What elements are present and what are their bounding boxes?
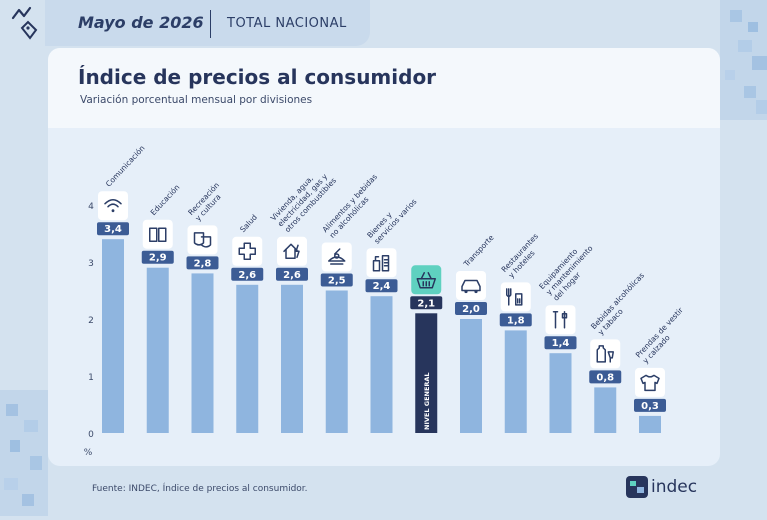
bottle-icon <box>596 345 614 363</box>
bar <box>460 319 482 433</box>
value-label-bg <box>410 296 443 310</box>
category-label: Comunicación <box>104 143 147 188</box>
bar <box>325 290 348 433</box>
header-bar <box>45 0 370 46</box>
value-label: 2,1 <box>417 298 435 309</box>
y-axis-unit: % <box>84 448 93 458</box>
value-label-bg <box>544 336 577 350</box>
value-label: 2,8 <box>194 258 212 269</box>
shirt-icon <box>640 374 660 392</box>
y-tick-label: 2 <box>88 316 94 326</box>
value-label-bg <box>141 250 174 264</box>
bar <box>370 296 393 433</box>
y-tick-label: 1 <box>88 373 94 383</box>
y-tick-label: 0 <box>88 430 94 440</box>
basket-icon <box>416 272 436 289</box>
icon-box <box>366 248 397 278</box>
icon-box <box>187 225 218 255</box>
header-scope: TOTAL NACIONAL <box>227 16 347 31</box>
value-label-bg <box>97 222 129 236</box>
value-label: 3,4 <box>104 224 122 235</box>
bar <box>102 239 124 433</box>
cross-icon <box>238 242 256 261</box>
value-label-bg <box>455 302 487 315</box>
value-label: 2,9 <box>149 253 167 264</box>
tools-icon <box>552 310 568 329</box>
icon-box <box>232 236 263 266</box>
category-label: NIVEL GENERAL <box>423 372 431 430</box>
icon-box <box>277 236 307 266</box>
value-label-bg <box>276 267 308 281</box>
restaurant-icon <box>506 288 523 306</box>
category-label: Educación <box>149 183 182 217</box>
value-label: 0,3 <box>641 401 659 412</box>
icon-box <box>98 191 128 221</box>
icon-box <box>635 367 665 397</box>
chart-title: Índice de precios al consumidor <box>78 65 437 89</box>
value-label: 2,6 <box>283 270 301 281</box>
food-icon <box>328 248 346 265</box>
icon-box <box>456 271 486 300</box>
category-label: Transporte <box>461 233 496 269</box>
category-label: Bebidas alcohólicas <box>589 271 646 331</box>
icon-box <box>142 219 173 249</box>
y-tick-label: 4 <box>88 202 94 212</box>
tag-logo-icon <box>10 6 40 48</box>
bar <box>146 267 169 433</box>
value-label-bg <box>365 279 398 293</box>
bar <box>191 273 214 433</box>
bar <box>415 313 438 433</box>
card-header: Índice de precios al consumidor Variació… <box>48 48 720 128</box>
bar <box>281 284 303 433</box>
source-note: Fuente: INDEC, Índice de precios al cons… <box>92 484 308 494</box>
pixel-decoration-bottom-left <box>0 390 60 516</box>
value-label: 0,8 <box>596 372 614 383</box>
value-label-bg <box>634 398 666 412</box>
theater-icon <box>193 232 212 248</box>
wifi-icon <box>104 198 122 213</box>
icon-box <box>545 305 576 335</box>
bar <box>594 387 617 433</box>
value-label-bg <box>499 313 532 327</box>
car-icon <box>461 279 481 294</box>
brand-name: indec <box>651 477 698 497</box>
value-label: 2,5 <box>328 276 346 287</box>
header-divider <box>210 10 211 38</box>
bar <box>549 353 572 433</box>
value-label: 1,4 <box>552 338 570 349</box>
value-label-bg <box>589 370 622 384</box>
value-label: 2,0 <box>462 304 480 315</box>
house-icon <box>283 243 300 260</box>
value-label-bg <box>231 267 264 281</box>
value-label: 1,8 <box>507 315 525 326</box>
value-label-bg <box>320 273 353 287</box>
toiletries-icon <box>372 254 390 272</box>
header-date: Mayo de 2026 <box>78 13 204 32</box>
pixel-decoration-top-right <box>700 0 767 120</box>
y-tick-label: 3 <box>88 259 94 269</box>
icon-box <box>411 265 442 295</box>
value-label-bg <box>186 256 219 270</box>
value-label: 2,6 <box>238 270 256 281</box>
category-label: Salud <box>238 213 259 235</box>
value-label: 2,4 <box>373 281 391 292</box>
bar <box>504 330 527 433</box>
bar <box>639 415 661 433</box>
chart-subtitle: Variación porcentual mensual por divisio… <box>80 94 313 106</box>
indec-logo-icon <box>626 476 648 502</box>
book-icon <box>149 227 167 242</box>
bar <box>236 284 259 433</box>
